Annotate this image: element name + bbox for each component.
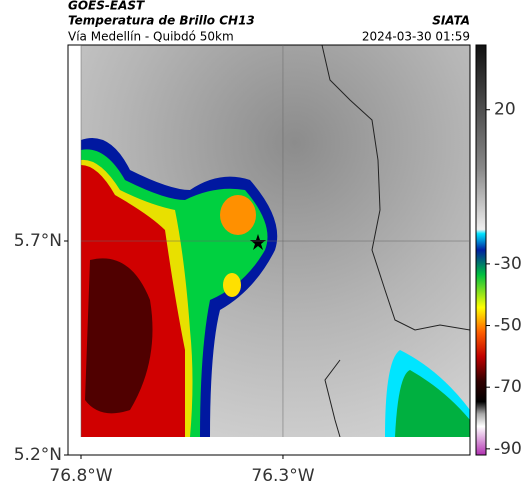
y-tick-label: 5.2°N — [14, 445, 62, 465]
source: GOES-EAST — [68, 0, 145, 13]
brand: SIATA — [432, 14, 470, 28]
map-frame — [67, 44, 471, 456]
x-tick-label: 76.8°W — [49, 466, 112, 486]
datetime: 2024-03-30 01:59 — [362, 30, 470, 44]
y-tick-label: 5.7°N — [14, 231, 62, 251]
title: Temperatura de Brillo CH13 — [68, 14, 255, 28]
colorbar-tick-label: -70 — [494, 377, 522, 397]
location-marker — [250, 234, 266, 250]
colorbar-tick-label: -30 — [494, 254, 522, 274]
colorbar — [475, 44, 487, 456]
x-tick-label: 76.3°W — [251, 466, 314, 486]
colorbar-tick-label: 20 — [494, 100, 516, 120]
axes: 76.8°W 76.3°W 5.7°N 5.2°N 20 -30 -50 -70 -90 — [14, 45, 522, 486]
colorbar-tick-label: -50 — [494, 316, 522, 336]
route: Vía Medellín - Quibdó 50km — [68, 30, 234, 44]
colorbar-tick-label: -90 — [494, 439, 522, 459]
